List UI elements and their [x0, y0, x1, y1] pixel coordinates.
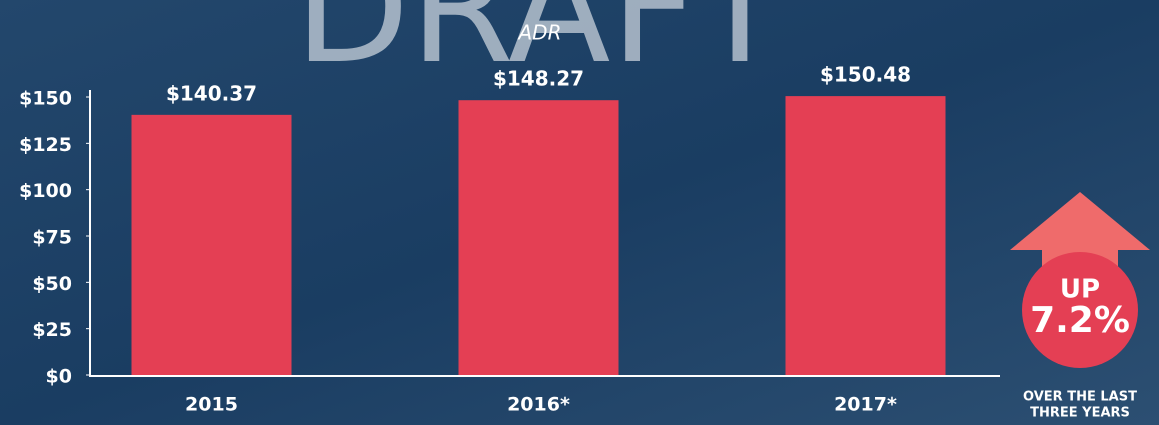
y-tick-label: $25 — [32, 319, 72, 341]
bar — [786, 96, 946, 375]
bar — [132, 115, 292, 375]
bar — [459, 100, 619, 375]
annotation-caption: OVER THE LAST — [1023, 390, 1137, 405]
annotation-caption: THREE YEARS — [1030, 406, 1130, 421]
chart: DRAFT ADR UP 7.2% OVER THE LAST THREE YE… — [0, 0, 1159, 425]
annotation-line2: 7.2% — [1030, 300, 1130, 341]
value-label: $148.27 — [493, 67, 584, 91]
value-label: $140.37 — [166, 81, 257, 105]
y-tick-label: $150 — [19, 88, 72, 110]
y-tick-label: $50 — [32, 273, 72, 295]
value-label: $150.48 — [820, 63, 911, 87]
y-tick-label: $75 — [32, 227, 72, 249]
chart-title: ADR — [517, 21, 562, 45]
x-tick-label: 2015 — [185, 394, 238, 416]
y-tick-label: $100 — [19, 180, 72, 202]
x-tick-label: 2017* — [834, 394, 897, 416]
y-tick-label: $0 — [46, 366, 72, 388]
y-tick-label: $125 — [19, 134, 72, 156]
x-tick-label: 2016* — [507, 394, 570, 416]
